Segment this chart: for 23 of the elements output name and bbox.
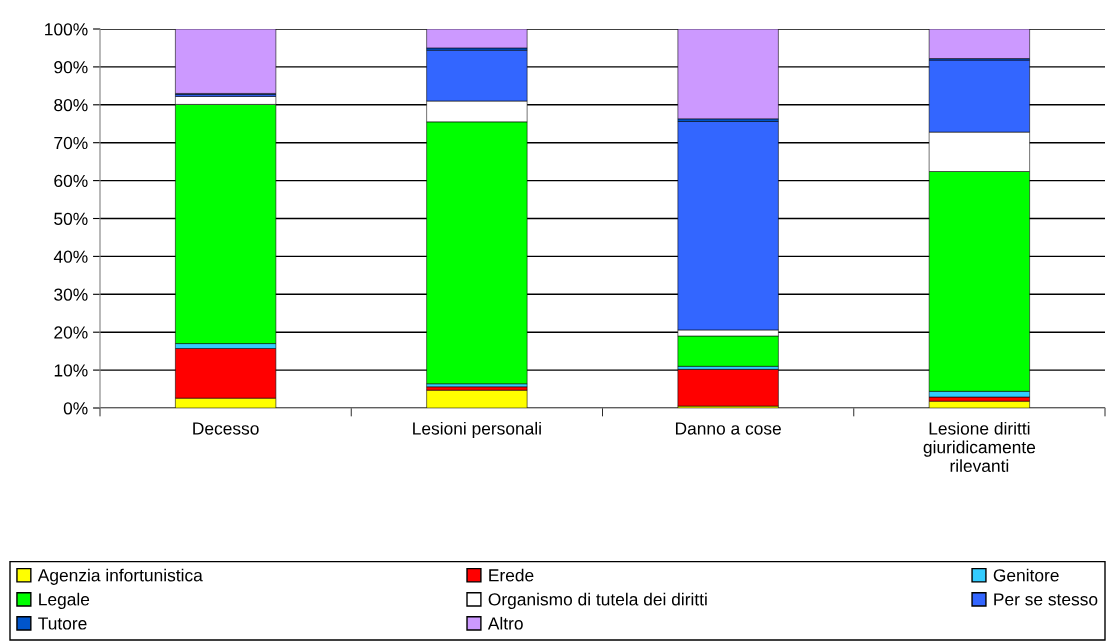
y-tick-label: 20% bbox=[54, 326, 88, 339]
x-tick-label: Danno a cose bbox=[675, 422, 781, 435]
legend-label: Per se stesso bbox=[994, 593, 1098, 606]
y-tick-label: 60% bbox=[54, 174, 88, 188]
legend-label: Erede bbox=[489, 568, 534, 582]
y-tick-label: 70% bbox=[54, 136, 88, 150]
x-tick-label: Lesione diritti giuridicamente rilevanti bbox=[923, 421, 1036, 473]
legend-label: Legale bbox=[39, 592, 90, 609]
legend-label: Tutore bbox=[38, 617, 87, 630]
y-tick-label: 50% bbox=[54, 212, 88, 225]
legend-label: Genitore bbox=[993, 568, 1059, 582]
y-tick-label: 0% bbox=[63, 402, 88, 415]
legend-label: Organismo di tutela dei diritti bbox=[488, 592, 707, 609]
y-tick-label: 90% bbox=[54, 61, 88, 74]
legend-label: Agenzia infortunistica bbox=[37, 568, 203, 585]
y-tick-label: 100% bbox=[45, 23, 88, 36]
y-tick-label: 40% bbox=[53, 250, 88, 263]
legend-label: Altro bbox=[487, 616, 523, 630]
y-tick-label: 80% bbox=[54, 98, 88, 112]
y-tick-label: 30% bbox=[54, 288, 88, 301]
x-tick-label: Decesso bbox=[193, 422, 259, 435]
y-tick-label: 10% bbox=[54, 364, 88, 377]
x-tick-label: Lesioni personali bbox=[413, 421, 541, 439]
